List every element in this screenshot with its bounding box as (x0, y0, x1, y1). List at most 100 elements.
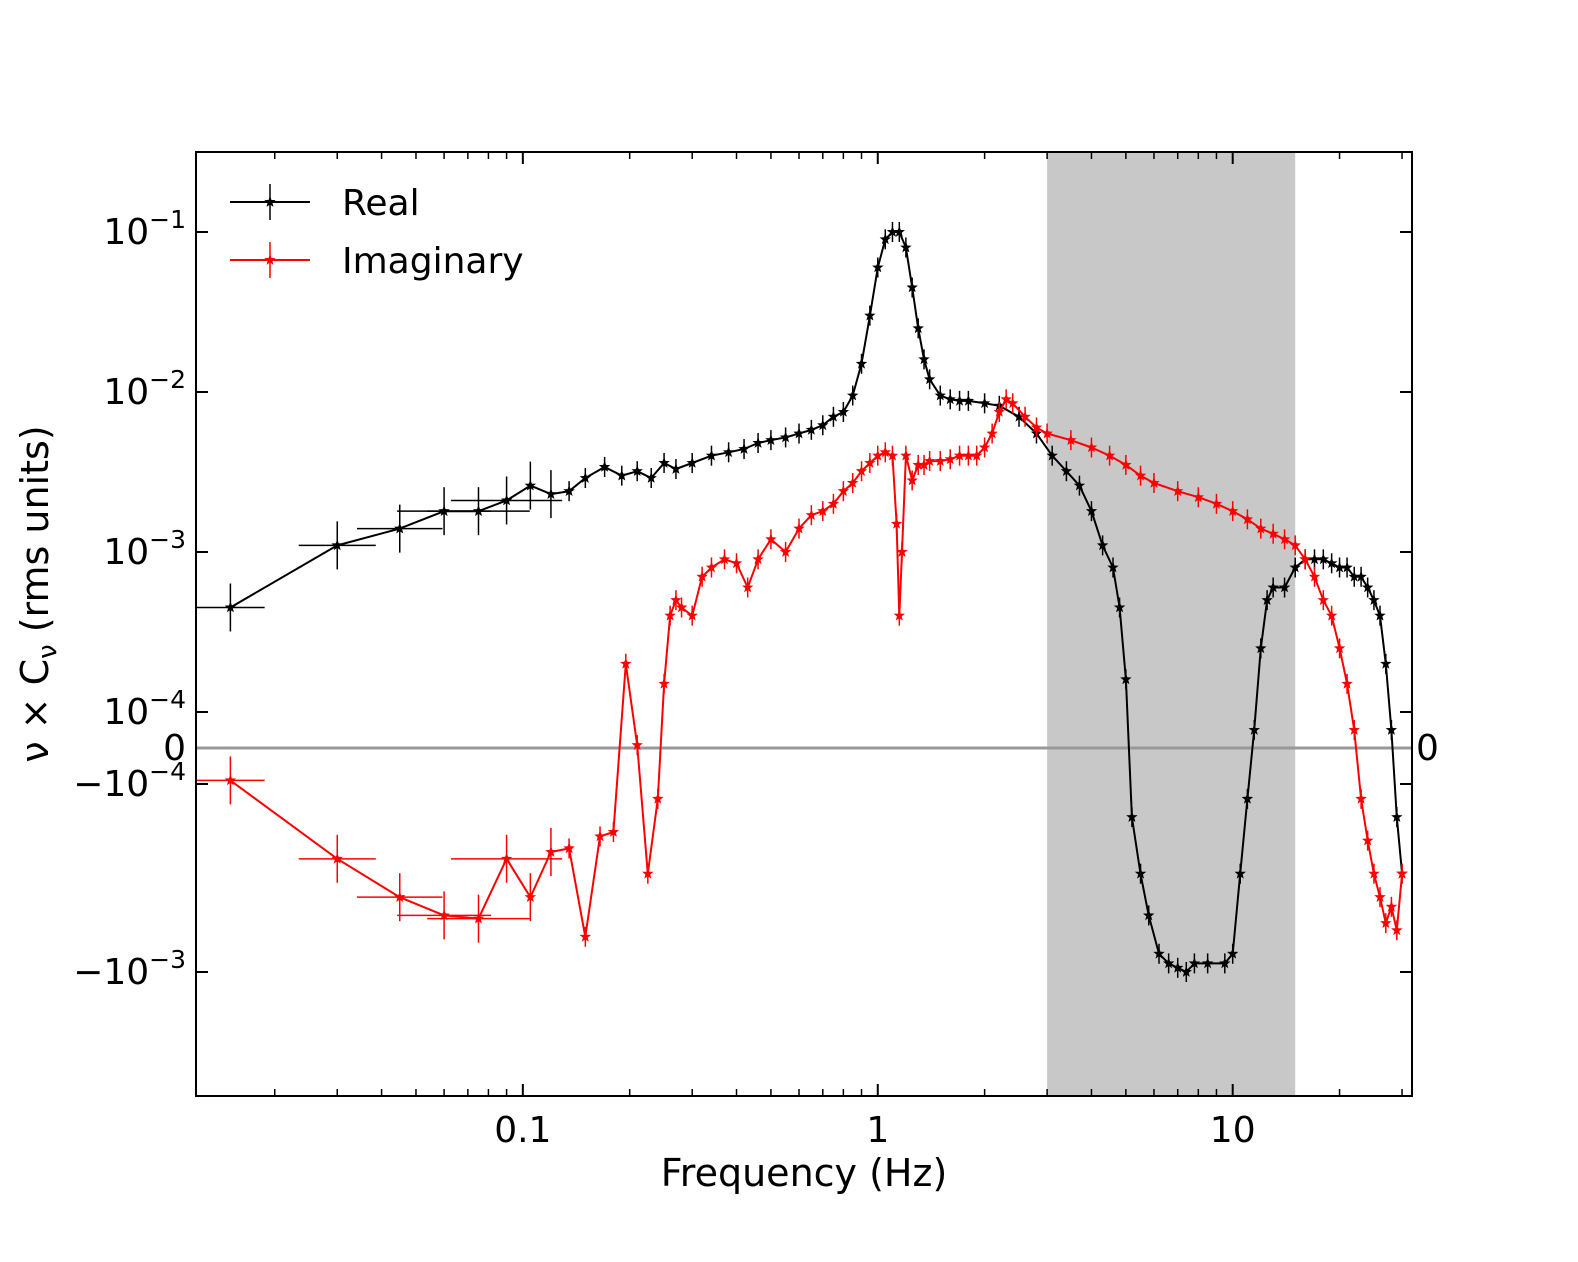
data-point (705, 561, 718, 573)
data-point (893, 609, 905, 621)
data-point (500, 494, 513, 506)
x-axis-label: Frequency (Hz) (661, 1151, 948, 1195)
data-point (524, 479, 537, 491)
data-point (670, 463, 682, 474)
data-point (1041, 427, 1053, 439)
data-point (1210, 497, 1223, 509)
data-point (944, 453, 956, 465)
data-point (1085, 505, 1098, 516)
data-point (1241, 513, 1254, 525)
data-point (1385, 724, 1398, 735)
legend-label-real: Real (342, 183, 420, 224)
data-point (1013, 410, 1025, 422)
data-point (847, 389, 859, 401)
legend-marker-imaginary (264, 254, 276, 265)
legend-label-imaginary: Imaginary (342, 241, 524, 282)
data-point (705, 449, 718, 461)
data-point (918, 458, 930, 470)
legend-item-real: Real (230, 183, 420, 224)
data-point (645, 472, 657, 483)
data-point (722, 446, 735, 458)
y-tick-label: 10−3 (103, 525, 186, 573)
data-point (1333, 642, 1346, 654)
data-point (805, 423, 818, 435)
data-point (817, 419, 829, 431)
data-point (962, 394, 975, 406)
data-point (658, 457, 670, 468)
y-tick-label: −10−3 (73, 945, 186, 993)
data-point (912, 322, 924, 334)
data-point (1348, 724, 1360, 735)
data-point (912, 458, 924, 470)
data-point (986, 427, 998, 439)
y-axis-label-subscript: ν (33, 644, 63, 659)
series-imaginary (196, 389, 1408, 947)
data-point (631, 739, 643, 750)
data-point (1148, 477, 1160, 488)
data-point (730, 557, 743, 569)
data-point (1019, 410, 1031, 422)
data-point (738, 443, 750, 454)
data-point (1368, 867, 1380, 879)
data-point (670, 594, 682, 605)
data-point (524, 891, 537, 902)
data-point (944, 393, 956, 405)
data-point (1380, 657, 1392, 669)
data-point (563, 842, 575, 854)
x-tick-label: 10 (1210, 1110, 1256, 1151)
data-point (675, 601, 688, 613)
shaded-region (1047, 152, 1296, 1096)
data-point (864, 309, 876, 321)
data-point (752, 553, 764, 565)
data-point (1267, 581, 1279, 593)
data-point (1172, 485, 1184, 496)
data-point (896, 546, 908, 557)
data-point (545, 488, 557, 499)
data-point (900, 241, 912, 253)
data-point (742, 581, 754, 593)
data-point (1355, 792, 1367, 804)
data-point (827, 497, 840, 509)
data-point (993, 406, 1005, 417)
legend-item-imaginary: Imaginary (230, 241, 524, 282)
data-point (837, 406, 850, 417)
data-point (1219, 957, 1231, 969)
data-point (817, 505, 829, 516)
data-point (1107, 561, 1119, 573)
data-point (890, 517, 903, 529)
data-point (1341, 677, 1353, 689)
data-point (1180, 966, 1192, 977)
data-point (1325, 557, 1338, 569)
data-point (1325, 609, 1338, 621)
data-point (1248, 724, 1260, 735)
data-point (1380, 917, 1392, 928)
data-point (563, 485, 575, 496)
data-point (879, 233, 891, 245)
data-point (658, 677, 670, 689)
data-point (779, 546, 792, 557)
legend-marker-real (264, 196, 276, 207)
data-point (793, 427, 805, 439)
data-point (953, 449, 966, 461)
data-point (864, 457, 876, 468)
data-point (1278, 533, 1291, 545)
y-tick-label: 0 (163, 728, 186, 769)
y-axis-label-main: ν × C (13, 659, 57, 763)
data-point (472, 505, 485, 516)
data-point (331, 539, 343, 551)
data-point (1267, 527, 1279, 539)
data-point (1261, 594, 1273, 605)
data-point (652, 792, 664, 804)
data-point (1299, 553, 1311, 565)
series-real (196, 222, 1408, 982)
data-point (545, 846, 557, 857)
data-point (1073, 479, 1086, 491)
data-point (906, 281, 918, 293)
data-point (1391, 924, 1403, 936)
data-point (1391, 811, 1403, 822)
data-point (1113, 601, 1126, 613)
data-point (918, 353, 930, 365)
data-point (1030, 421, 1043, 433)
data-point (1255, 522, 1267, 534)
